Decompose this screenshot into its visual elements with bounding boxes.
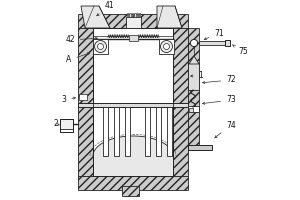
Text: 72: 72: [202, 75, 236, 84]
Bar: [78, 28, 93, 176]
Circle shape: [98, 44, 103, 49]
Polygon shape: [157, 6, 182, 28]
Text: A: A: [66, 53, 90, 64]
Polygon shape: [81, 6, 110, 28]
Bar: [122, 186, 139, 196]
Text: 1: 1: [190, 72, 203, 80]
Bar: [60, 119, 73, 132]
Bar: [125, 107, 130, 156]
Bar: [188, 106, 199, 112]
Bar: [93, 39, 108, 54]
Bar: [173, 28, 188, 176]
Bar: [188, 145, 212, 150]
Bar: [126, 17, 141, 28]
Bar: [189, 108, 194, 112]
Bar: [188, 28, 199, 150]
Bar: [159, 39, 174, 54]
Polygon shape: [189, 56, 199, 64]
Bar: [114, 107, 119, 156]
Text: 73: 73: [202, 96, 236, 104]
Bar: [139, 13, 140, 17]
Bar: [103, 107, 108, 156]
Circle shape: [160, 40, 172, 52]
Bar: [156, 107, 161, 156]
Bar: [60, 119, 73, 129]
Bar: [145, 107, 150, 156]
Bar: [199, 41, 225, 45]
Bar: [188, 63, 199, 90]
Bar: [136, 13, 138, 17]
Text: 75: 75: [233, 45, 248, 56]
Bar: [225, 40, 230, 46]
Text: 2: 2: [53, 119, 59, 129]
Text: 71: 71: [204, 28, 224, 40]
Bar: [129, 13, 131, 17]
Bar: [129, 35, 138, 41]
Bar: [134, 13, 136, 17]
Bar: [78, 103, 188, 107]
Text: 74: 74: [215, 120, 236, 138]
Circle shape: [164, 44, 169, 49]
Bar: [78, 14, 188, 28]
Text: 42: 42: [65, 36, 98, 45]
Bar: [79, 94, 87, 100]
Text: 41: 41: [97, 1, 114, 16]
Bar: [78, 176, 188, 190]
Bar: [127, 13, 128, 17]
Circle shape: [190, 39, 198, 47]
Text: 3: 3: [61, 96, 76, 104]
Bar: [167, 107, 172, 156]
Bar: [132, 13, 133, 17]
Circle shape: [94, 40, 106, 52]
